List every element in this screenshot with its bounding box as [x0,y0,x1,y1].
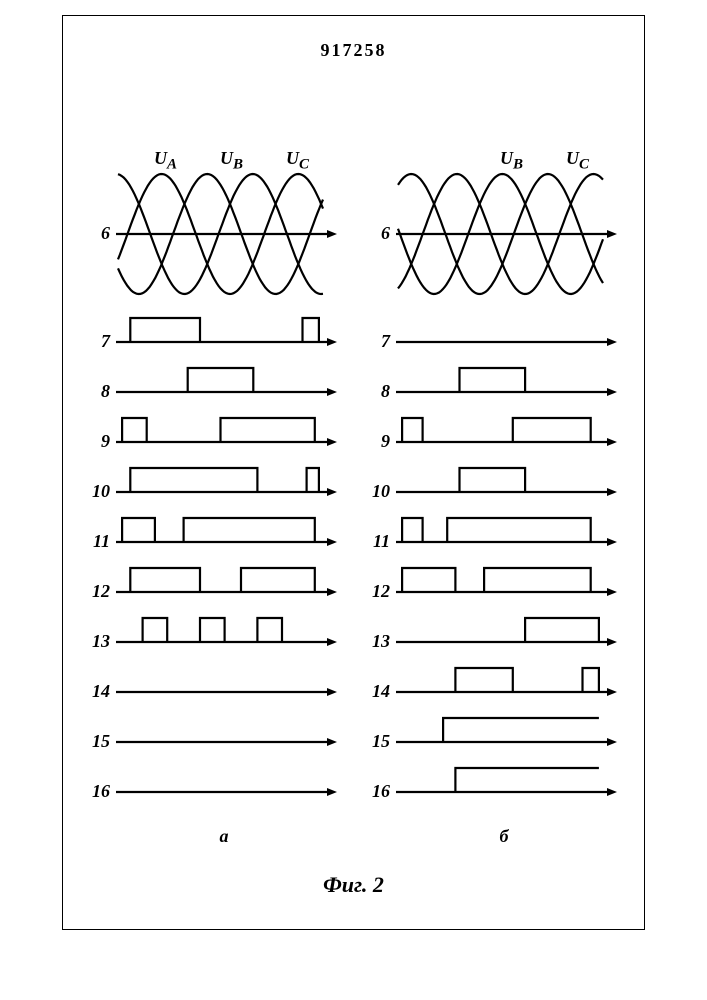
panel-sub-label: б [380,826,628,850]
row-label: 14 [82,681,110,702]
timing-svg [380,156,628,856]
row-label: 8 [362,381,390,402]
row-label: 11 [82,531,110,552]
row-label: 13 [362,631,390,652]
row-label: 7 [82,331,110,352]
wave-label-Ua: UA [154,148,177,174]
row-label: 14 [362,681,390,702]
row-label: 6 [362,223,390,244]
figure-caption: Фиг. 2 [0,872,707,898]
panel-a: UAUBUC678910111213141516a [100,156,348,856]
row-label: 9 [362,431,390,452]
row-label: 12 [362,581,390,602]
page-number: 917258 [0,40,707,61]
row-label: 16 [362,781,390,802]
timing-svg [100,156,348,856]
wave-label-Uc: UC [286,148,309,174]
row-label: 15 [82,731,110,752]
row-label: 9 [82,431,110,452]
wave-label-Ub: UB [500,148,523,174]
row-label: 10 [362,481,390,502]
row-label: 7 [362,331,390,352]
row-label: 6 [82,223,110,244]
row-label: 11 [362,531,390,552]
panel-b: UBUC678910111213141516б [380,156,628,856]
row-label: 10 [82,481,110,502]
panel-sub-label: a [100,826,348,850]
row-label: 16 [82,781,110,802]
row-label: 8 [82,381,110,402]
row-label: 15 [362,731,390,752]
row-label: 13 [82,631,110,652]
wave-label-Uc: UC [566,148,589,174]
wave-label-Ub: UB [220,148,243,174]
row-label: 12 [82,581,110,602]
